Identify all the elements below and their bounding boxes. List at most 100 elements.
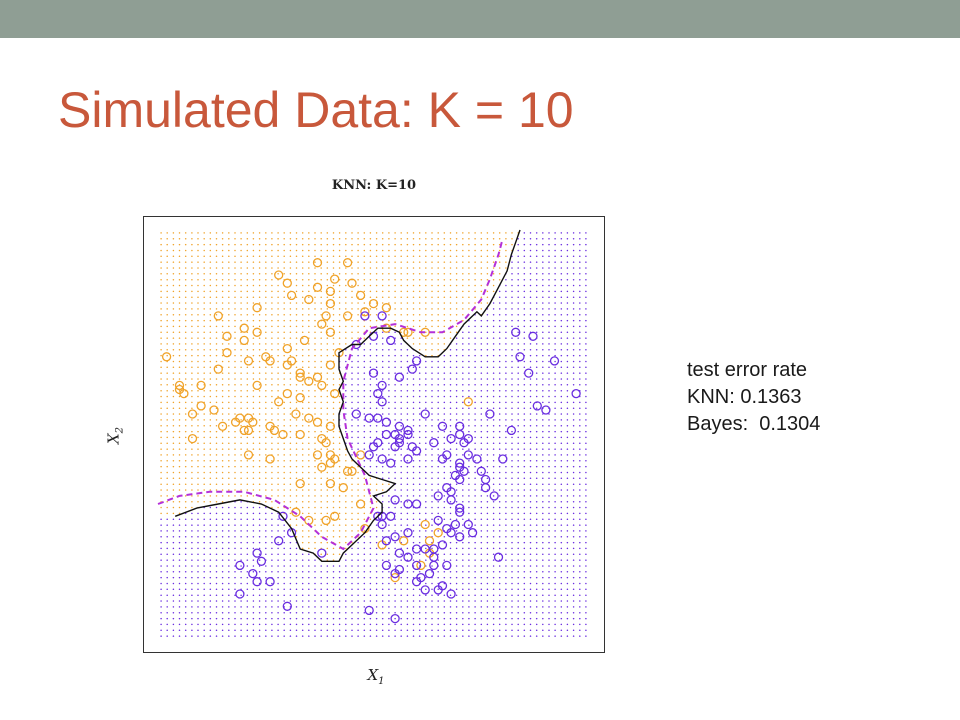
grid-dot	[449, 278, 452, 281]
grid-dot	[203, 454, 205, 456]
grid-dot	[314, 460, 316, 462]
grid-dot	[505, 629, 507, 631]
grid-dot	[338, 536, 341, 538]
grid-dot	[523, 454, 526, 456]
grid-dot	[271, 623, 273, 626]
grid-dot	[443, 384, 446, 386]
grid-dot	[535, 611, 538, 614]
grid-dot	[252, 629, 255, 631]
grid-dot	[369, 571, 372, 573]
grid-dot	[566, 278, 569, 281]
grid-dot	[554, 232, 556, 234]
grid-dot	[252, 267, 255, 269]
grid-dot	[228, 465, 230, 468]
orange-data-point	[196, 401, 206, 411]
grid-dot	[363, 617, 366, 620]
grid-dot	[523, 541, 526, 544]
grid-dot	[468, 302, 470, 304]
grid-dot	[468, 576, 470, 579]
grid-dot	[345, 454, 347, 456]
grid-dot	[160, 378, 162, 380]
grid-dot	[289, 588, 292, 591]
grid-dot	[320, 354, 322, 357]
grid-dot	[400, 524, 402, 526]
grid-dot	[468, 588, 470, 591]
grid-dot	[228, 384, 230, 386]
grid-dot	[480, 407, 483, 409]
grid-dot	[585, 424, 587, 427]
grid-dot	[197, 594, 199, 596]
grid-dot	[221, 635, 224, 637]
grid-dot	[301, 360, 304, 363]
grid-dot	[462, 541, 464, 544]
grid-dot	[314, 384, 316, 386]
grid-dot	[332, 243, 335, 246]
grid-dot	[166, 267, 168, 269]
grid-dot	[425, 530, 427, 532]
grid-dot	[246, 395, 249, 398]
grid-dot	[443, 296, 446, 298]
grid-dot	[246, 284, 249, 287]
grid-dot	[529, 436, 532, 439]
grid-dot	[554, 401, 556, 404]
grid-dot	[363, 553, 366, 556]
grid-dot	[277, 524, 279, 526]
grid-dot	[412, 553, 415, 556]
grid-dot	[363, 424, 366, 427]
grid-dot	[449, 506, 452, 509]
grid-dot	[252, 512, 255, 515]
grid-dot	[511, 617, 513, 620]
grid-dot	[406, 296, 409, 298]
grid-dot	[197, 617, 199, 620]
grid-dot	[542, 483, 544, 485]
grid-dot	[529, 518, 532, 520]
grid-dot	[388, 495, 390, 497]
grid-dot	[474, 524, 476, 526]
grid-dot	[345, 401, 347, 404]
grid-dot	[240, 524, 242, 526]
grid-dot	[418, 313, 421, 316]
grid-dot	[363, 401, 366, 404]
grid-dot	[308, 617, 310, 620]
grid-dot	[172, 547, 175, 550]
grid-dot	[554, 337, 556, 339]
grid-dot	[209, 623, 212, 626]
grid-dot	[308, 565, 310, 567]
grid-dot	[234, 623, 236, 626]
grid-dot	[480, 319, 483, 322]
grid-dot	[535, 419, 538, 421]
grid-dot	[246, 436, 249, 439]
grid-dot	[178, 284, 181, 287]
grid-dot	[585, 623, 587, 626]
grid-dot	[301, 524, 304, 526]
grid-dot	[357, 407, 359, 409]
grid-dot	[425, 471, 427, 474]
grid-dot	[240, 582, 242, 585]
grid-dot	[400, 582, 402, 585]
grid-dot	[172, 512, 175, 515]
grid-dot	[566, 389, 569, 392]
grid-dot	[381, 249, 384, 252]
grid-dot	[579, 255, 581, 258]
grid-dot	[246, 518, 249, 520]
grid-dot	[283, 372, 285, 374]
grid-dot	[455, 278, 458, 281]
grid-dot	[572, 571, 575, 573]
grid-dot	[283, 313, 285, 316]
grid-dot	[548, 588, 550, 591]
grid-dot	[271, 571, 273, 573]
grid-dot	[572, 442, 575, 445]
grid-dot	[166, 606, 168, 608]
grid-dot	[320, 489, 322, 491]
grid-dot	[572, 600, 575, 602]
grid-dot	[277, 588, 279, 591]
grid-dot	[357, 238, 359, 240]
grid-dot	[455, 319, 458, 322]
grid-dot	[425, 500, 427, 503]
grid-dot	[560, 343, 563, 345]
grid-dot	[332, 308, 335, 310]
grid-dot	[338, 284, 341, 287]
grid-dot	[178, 407, 181, 409]
grid-dot	[320, 465, 322, 468]
grid-dot	[579, 442, 581, 445]
